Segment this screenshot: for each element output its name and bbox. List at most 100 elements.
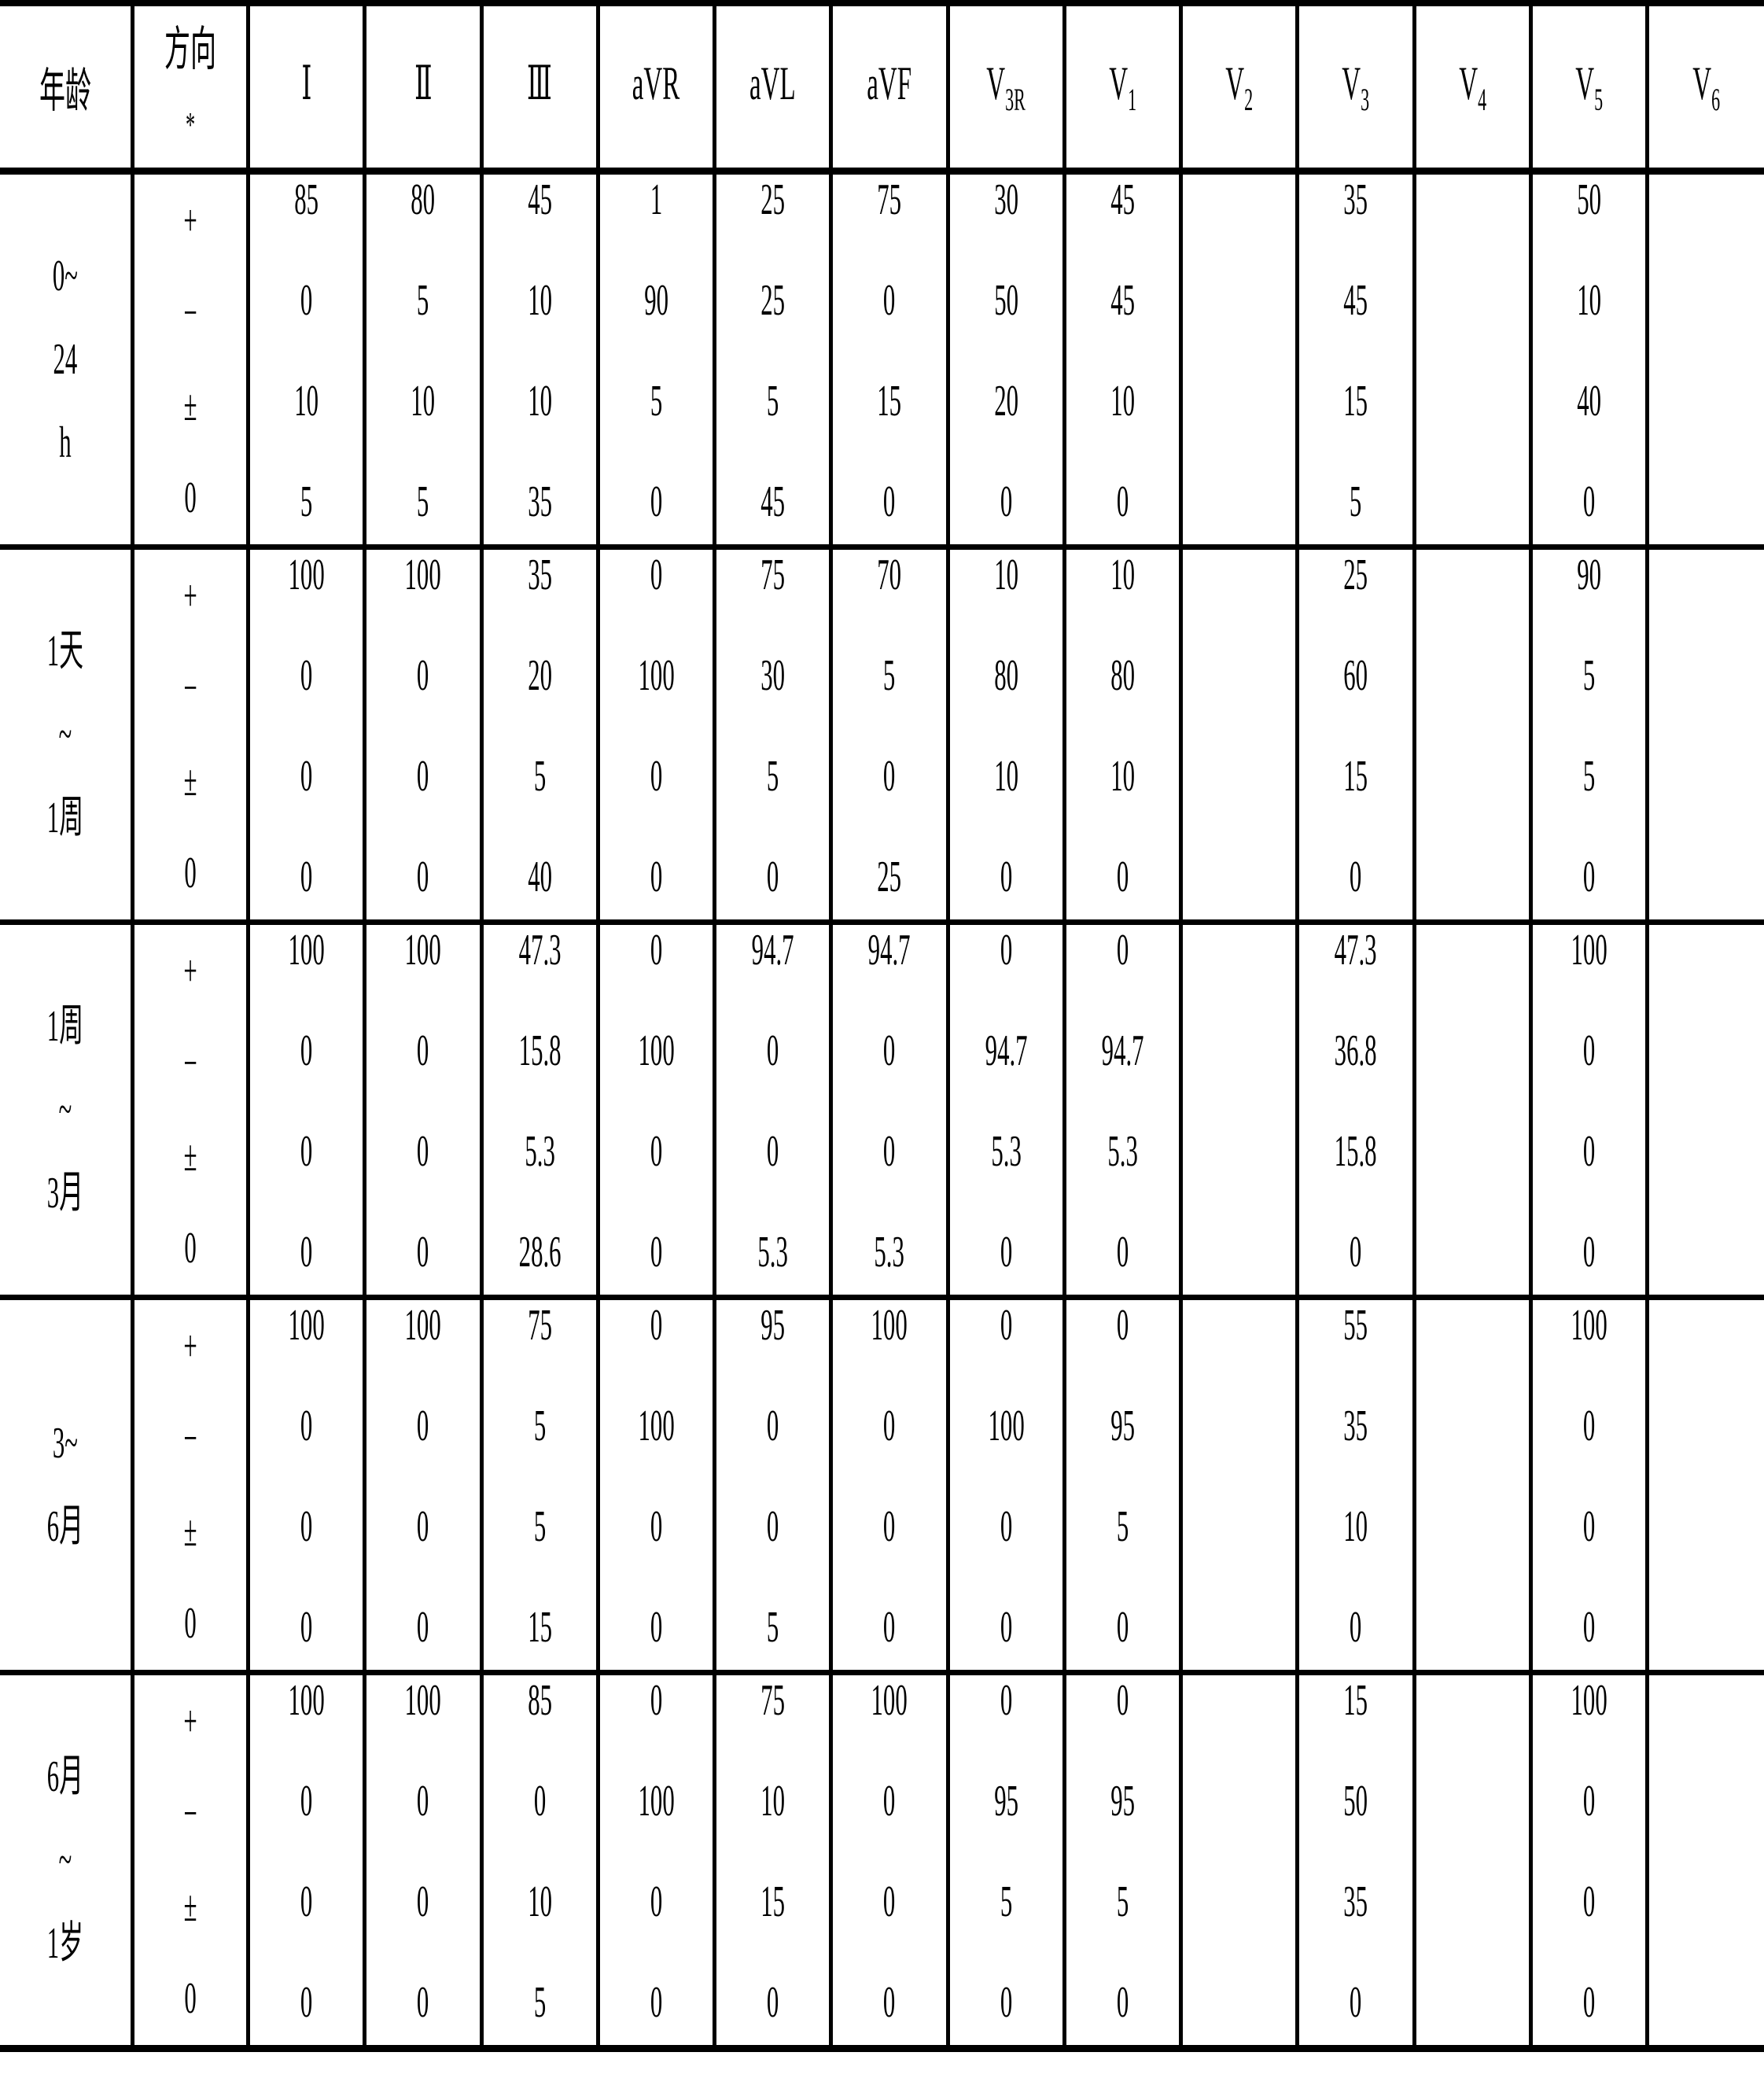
percent-value: 75 [760, 1676, 786, 1725]
percent-value: 5 [417, 276, 429, 325]
percent-value: 0 [300, 1228, 313, 1277]
lead-value-cell: 100 0 0 0 [363, 1672, 484, 2052]
percent-value [1183, 571, 1295, 621]
age-cell: 3~ 6月 [0, 1297, 134, 1675]
lead-value-cell: 95 0 0 5 [713, 1297, 834, 1675]
header-lead-label: V5 [1575, 57, 1603, 117]
percent-value: 5.3 [524, 1127, 555, 1176]
percent-value: 95 [760, 1301, 786, 1350]
lead-value-cell: 0 94.7 5.3 0 [945, 922, 1066, 1300]
header-lead: V3 [1295, 0, 1416, 175]
percent-value: 0 [883, 1502, 896, 1551]
age-label: 1岁 [46, 1919, 83, 1968]
percent-value: 25 [760, 276, 786, 325]
header-lead-label: V3 [1342, 57, 1370, 117]
percent-value [1183, 1131, 1295, 1181]
percent-value: 60 [1343, 651, 1368, 700]
header-direction-footnote: * [185, 105, 195, 144]
header-lead-label: Ⅱ [414, 57, 433, 109]
age-cell: 6月 ~1岁 [0, 1672, 134, 2052]
percent-value: 0 [1582, 1502, 1596, 1551]
direction-sign: 0 [184, 1599, 197, 1649]
percent-value [1416, 1789, 1529, 1839]
percent-value: 47.3 [1334, 926, 1377, 975]
percent-value: 0 [650, 477, 663, 526]
percent-value: 10 [760, 1777, 786, 1826]
percent-value [1416, 473, 1529, 523]
percent-value: 85 [294, 175, 319, 224]
percent-value: 0 [650, 1877, 663, 1926]
percent-value [1183, 1789, 1295, 1839]
percent-value: 100 [638, 1777, 675, 1826]
percent-value [1649, 1881, 1764, 1932]
percent-value [1649, 946, 1764, 997]
lead-value-cell: 45 10 10 35 [479, 171, 600, 550]
lead-value-cell: 94.7 0 0 5.3 [713, 922, 834, 1300]
percent-value [1649, 288, 1764, 338]
percent-value: 70 [877, 551, 902, 599]
lead-value-cell: 100 0 0 0 [246, 547, 367, 925]
percent-value: 0 [300, 1603, 313, 1652]
lead-value-cell: 0 100 0 0 [595, 1672, 717, 2052]
percent-value: 35 [1343, 1402, 1368, 1450]
percent-value: 75 [760, 551, 786, 599]
percent-value: 0 [300, 276, 313, 325]
percent-value: 5 [1116, 1502, 1129, 1551]
percent-value [1649, 663, 1764, 713]
lead-value-cell: 30 50 20 0 [945, 171, 1066, 550]
percent-value: 10 [411, 377, 436, 426]
direction-sign: ± [183, 381, 197, 430]
percent-value: 50 [993, 276, 1018, 325]
direction-sign: 0 [184, 1974, 197, 2024]
percent-value [1416, 663, 1529, 713]
header-lead: aVR [595, 0, 717, 175]
percent-value: 0 [417, 853, 429, 901]
percent-value: 100 [1571, 926, 1607, 975]
percent-value: 45 [1110, 175, 1135, 224]
percent-value: 20 [993, 377, 1018, 426]
header-lead: V2 [1179, 0, 1300, 175]
percent-value: 40 [1577, 377, 1601, 426]
lead-value-cell: 55 35 10 0 [1295, 1297, 1416, 1675]
percent-value [1649, 381, 1764, 431]
percent-value [1183, 946, 1295, 997]
lead-value-cell [1179, 1297, 1300, 1675]
lead-value-cell: 0 95 5 0 [1062, 1672, 1184, 2052]
age-label: 6月 [46, 1502, 83, 1551]
percent-value: 0 [1000, 477, 1012, 526]
age-label: 1天 [46, 627, 83, 676]
percent-value: 10 [993, 551, 1018, 599]
age-label: h [59, 418, 72, 467]
age-label: 1周 [46, 794, 83, 842]
percent-value: 25 [760, 175, 786, 224]
lead-value-cell [1645, 171, 1764, 550]
header-lead: V1 [1062, 0, 1184, 175]
percent-value [1183, 1598, 1295, 1649]
percent-value: 1 [650, 175, 663, 224]
lead-value-cell: 100 0 0 0 [1528, 922, 1650, 1300]
percent-value: 0 [883, 752, 896, 801]
header-lead-label: V2 [1225, 57, 1254, 117]
percent-value: 0 [883, 1026, 896, 1075]
percent-value: 0 [650, 1127, 663, 1176]
percent-value: 100 [288, 1676, 325, 1725]
percent-value: 0 [766, 1026, 779, 1075]
percent-value: 25 [1343, 551, 1368, 599]
age-cell: 1周 ~3月 [0, 922, 134, 1300]
percent-value: 15 [1343, 752, 1368, 801]
lead-value-cell: 100 0 0 0 [363, 1297, 484, 1675]
percent-value: 100 [871, 1301, 908, 1350]
lead-value-cell [1412, 547, 1533, 925]
percent-value [1416, 1506, 1529, 1557]
lead-value-cell: 0 100 0 0 [595, 1297, 717, 1675]
direction-sign: 0 [184, 849, 197, 898]
percent-value: 0 [300, 853, 313, 901]
percent-value: 0 [1350, 1228, 1362, 1277]
lead-value-cell: 70 5 0 25 [829, 547, 950, 925]
lead-value-cell: 85 0 10 5 [246, 171, 367, 550]
percent-value: 50 [1343, 1777, 1368, 1826]
percent-value: 0 [650, 1676, 663, 1725]
percent-value: 0 [1116, 1301, 1129, 1350]
lead-value-cell [1412, 1297, 1533, 1675]
percent-value [1649, 1697, 1764, 1747]
